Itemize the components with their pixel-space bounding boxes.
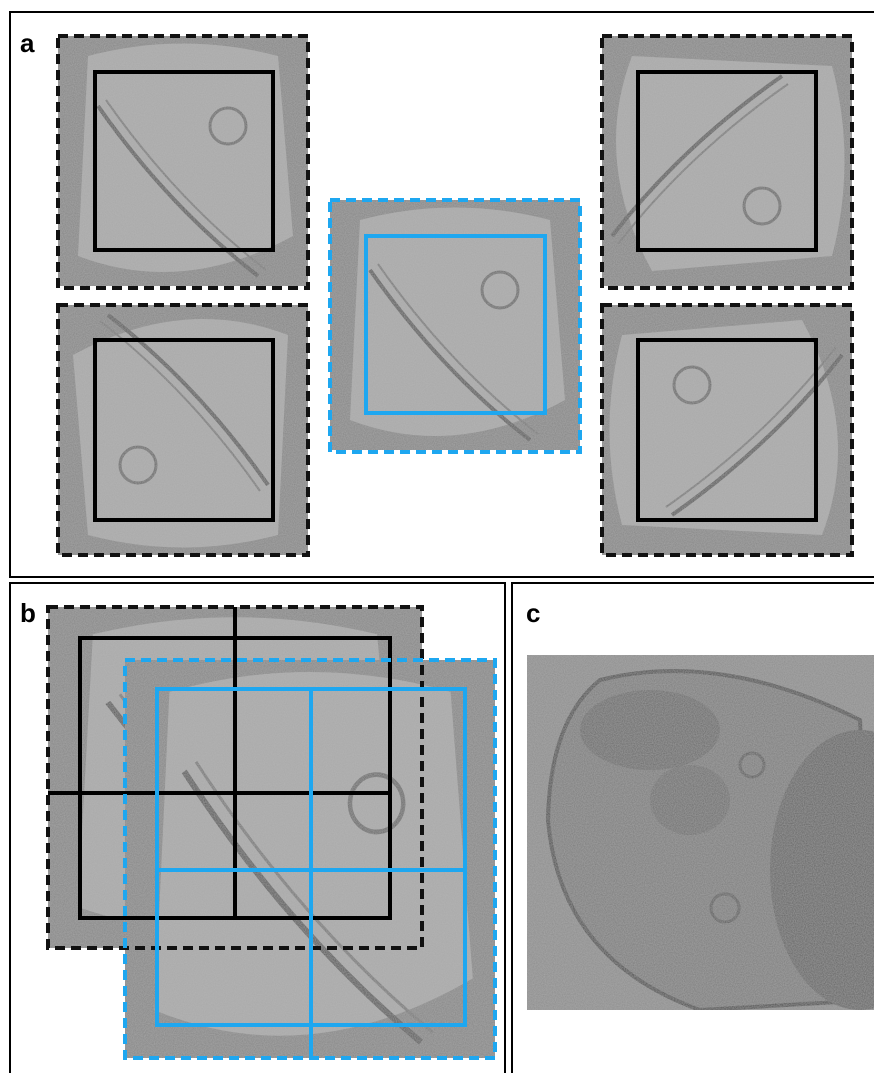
frames-a: [56, 34, 854, 557]
panel-border: [9, 11, 874, 578]
panel-label: b: [20, 598, 36, 628]
tiles-b: [48, 607, 495, 1058]
frames-b: [46, 605, 497, 1060]
stitched-image: [527, 655, 874, 1013]
panel-label: a: [20, 28, 35, 58]
tiles-a: [56, 34, 854, 557]
panel-label: c: [526, 598, 540, 628]
panel-border: [9, 582, 506, 1073]
panel-border: [511, 582, 874, 1073]
